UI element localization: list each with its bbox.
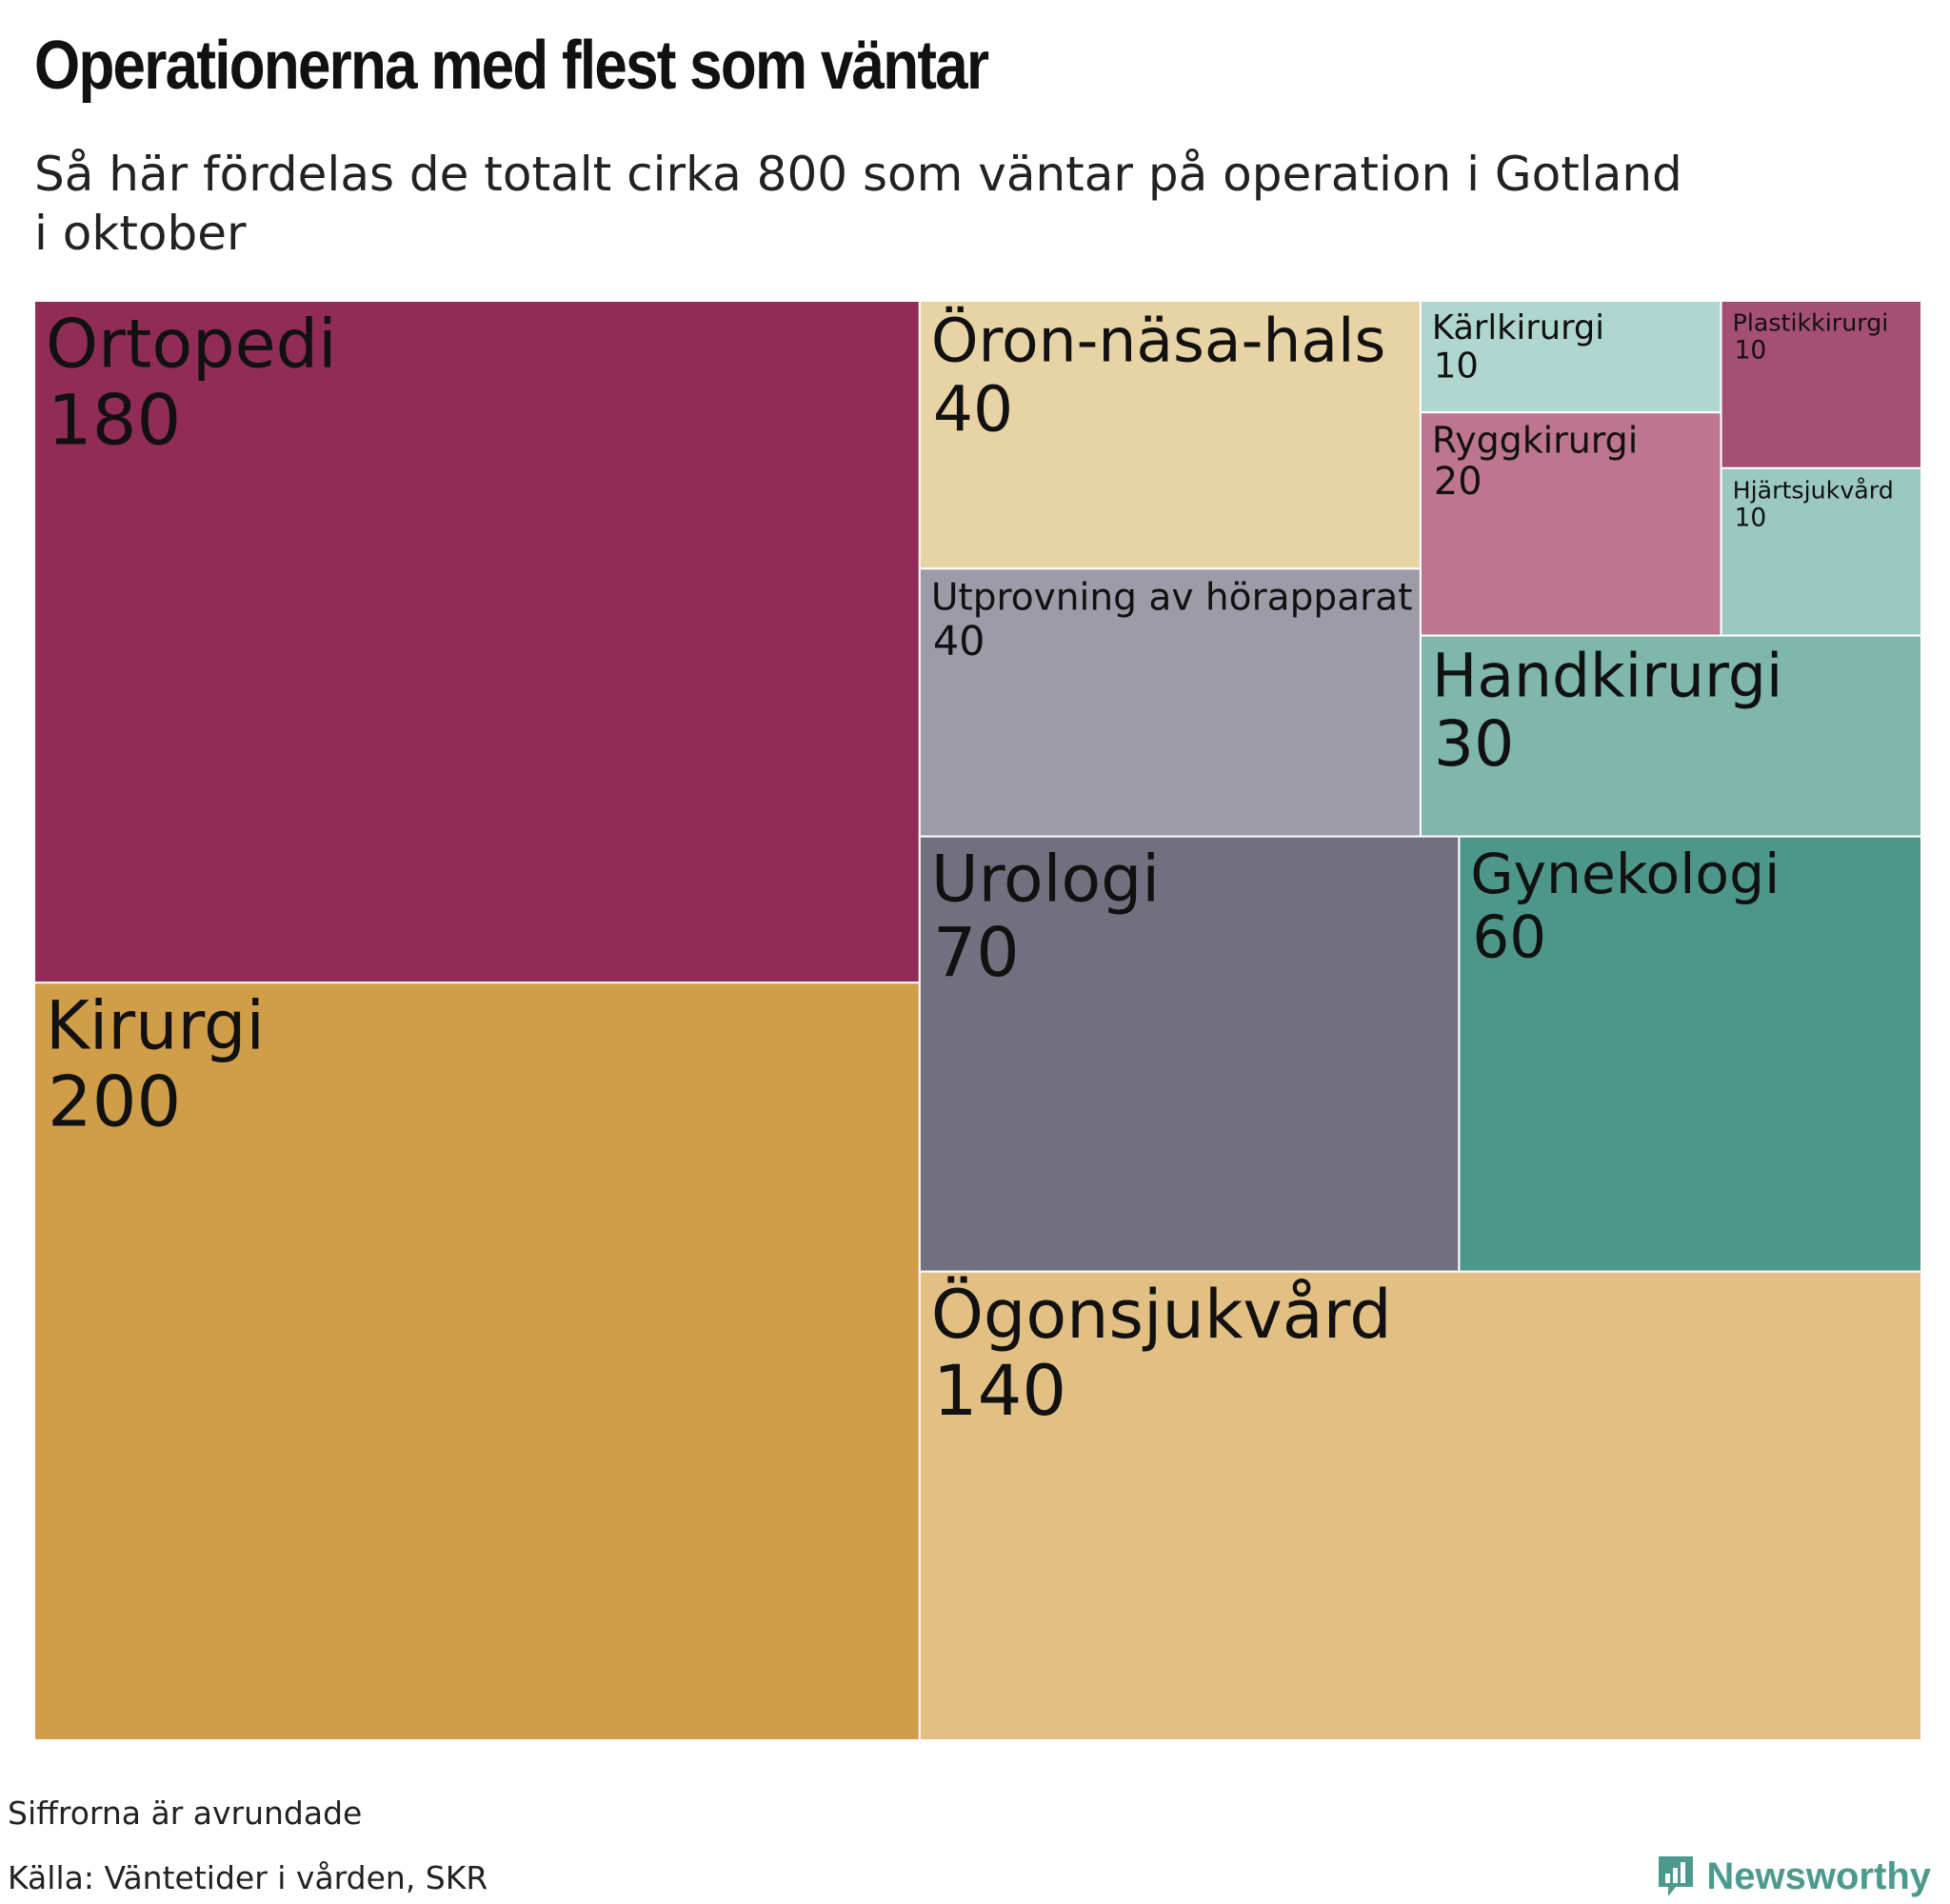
treemap-value-ogonsjukvard: 140 [933,1351,1066,1432]
brand-name: Newsworthy [1706,1855,1931,1897]
treemap-label-ryggkirurgi: Ryggkirurgi [1432,419,1638,461]
treemap-label-handkirurgi: Handkirurgi [1432,640,1783,710]
treemap-label-ortopedi: Ortopedi [46,306,337,384]
treemap-cell-gynekologi [1458,835,1921,1273]
treemap-label-gynekologi: Gynekologi [1470,842,1780,906]
treemap-value-handkirurgi: 30 [1434,706,1514,781]
treemap-label-oron-nasa-hals: Öron-näsa-hals [931,306,1386,376]
treemap-cell-kirurgi [34,982,921,1740]
treemap-value-karlkirurgi: 10 [1434,346,1479,387]
treemap-value-plastikkirurgi: 10 [1735,336,1767,366]
treemap-value-kirurgi: 200 [48,1062,181,1143]
treemap-label-hjartsjukvard: Hjärtsjukvård [1733,476,1894,504]
treemap-value-utprovning-av-horapparat: 40 [933,618,985,665]
treemap-value-oron-nasa-hals: 40 [933,372,1013,446]
treemap-label-plastikkirurgi: Plastikkirurgi [1733,308,1889,336]
treemap-value-ortopedi: 180 [48,380,181,461]
treemap-cell-urologi [918,835,1461,1273]
treemap-label-kirurgi: Kirurgi [46,987,265,1065]
treemap-cell-hjartsjukvard [1720,466,1921,637]
treemap-cell-handkirurgi [1419,634,1921,838]
brand-logo: Newsworthy [1655,1853,1931,1900]
treemap-cell-ryggkirurgi [1419,411,1722,637]
treemap-label-utprovning-av-horapparat: Utprovning av hörapparat [931,577,1413,620]
chart-title: Operationerna med flest som väntar [34,28,989,104]
treemap-cell-ortopedi [34,301,921,984]
treemap-cell-ogonsjukvard [918,1270,1921,1740]
footnote: Siffrorna är avrundade [8,1795,363,1832]
treemap-label-ogonsjukvard: Ögonsjukvård [931,1276,1392,1354]
treemap-value-hjartsjukvard: 10 [1735,503,1767,532]
treemap-value-ryggkirurgi: 20 [1434,460,1482,504]
treemap-value-urologi: 70 [933,913,1020,992]
treemap-chart: Ortopedi 180 Kirurgi 200 Öron-näsa-hals 40 Utp… [34,301,1921,1740]
source-note: Källa: Väntetider i vården, SKR [8,1859,488,1896]
treemap-svg: Ortopedi180Kirurgi200Öron-näsa-hals40Utp… [34,301,1921,1740]
treemap-cell-utprovning-av-horapparat [918,567,1422,838]
chart-subtitle: Så här fördelas de totalt cirka 800 som … [34,147,1682,261]
treemap-cell-plastikkirurgi [1720,301,1921,469]
treemap-value-gynekologi: 60 [1472,903,1546,971]
treemap-label-karlkirurgi: Kärlkirurgi [1432,308,1604,347]
treemap-label-urologi: Urologi [931,842,1160,917]
newsworthy-logo-icon [1659,1856,1694,1896]
treemap-cell-karlkirurgi [1419,301,1722,414]
